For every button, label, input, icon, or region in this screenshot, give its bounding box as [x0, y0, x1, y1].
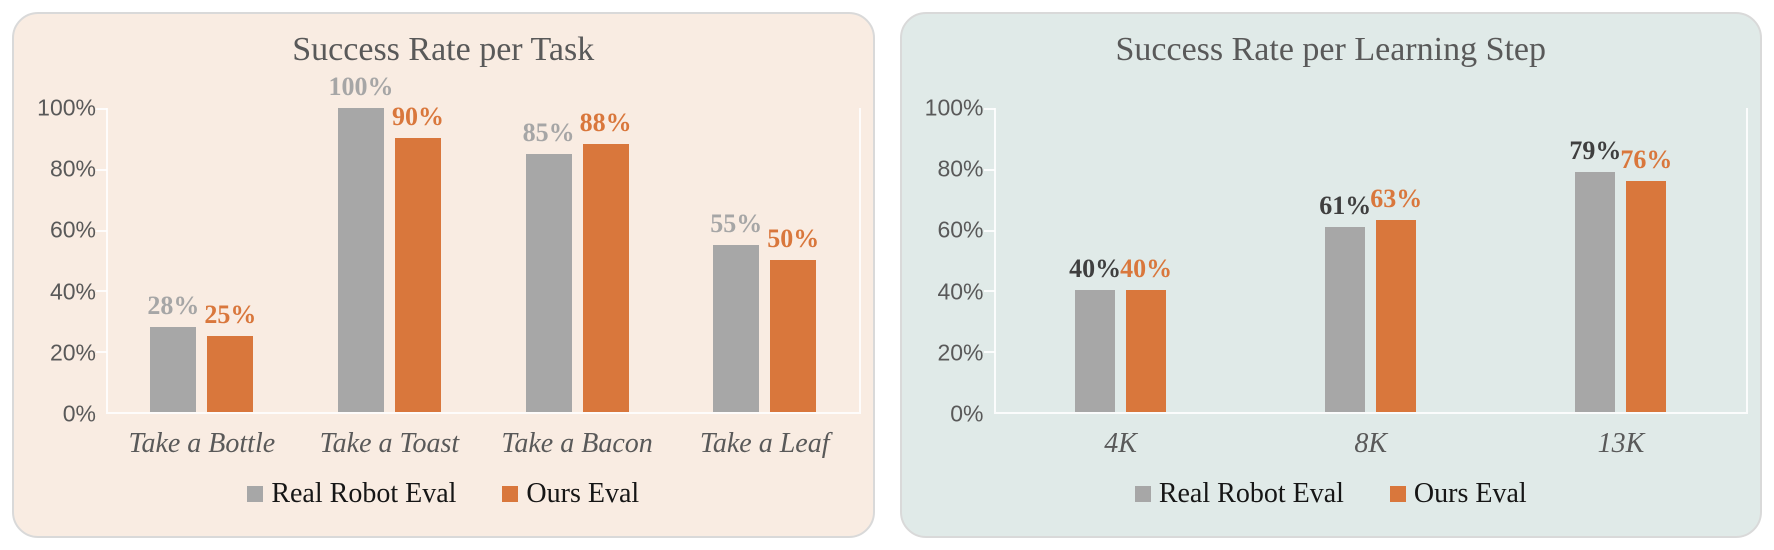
bar-data-label: 28%: [147, 290, 200, 320]
learning-step-plot-area: 40% 40% 61% 63% 79% 76%: [983, 108, 1748, 414]
y-tick-label: 40%: [937, 278, 984, 305]
bar-group: 28% 25%: [108, 108, 296, 412]
bar-ours-eval: 50%: [767, 224, 819, 412]
task-bar-groups: 28% 25% 100% 90% 85% 88% 55% 50%: [108, 72, 859, 412]
bar-real-robot-eval: 28%: [147, 291, 199, 412]
legend-label: Real Robot Eval: [271, 478, 457, 509]
learning-step-bar-groups: 40% 40% 61% 63% 79% 76%: [996, 108, 1747, 412]
bar-data-label: 50%: [767, 224, 820, 253]
y-tick-label: 80%: [937, 155, 984, 182]
bar-real-robot-eval: 85%: [523, 118, 575, 412]
y-axis-tick-mark: [983, 168, 995, 171]
legend-item-ours-eval: Ours Eval: [502, 478, 639, 510]
bar-data-label: 61%: [1319, 190, 1372, 220]
y-axis-tick-mark: [96, 168, 107, 171]
bar-data-label: 100%: [328, 72, 394, 101]
legend-label: Real Robot Eval: [1158, 478, 1344, 509]
bar-ours-eval: 25%: [204, 300, 256, 412]
bar-ours-eval: 90%: [392, 102, 444, 412]
y-tick-label: 60%: [937, 216, 984, 243]
x-category-label: Take a Toast: [319, 428, 460, 459]
y-tick-label: 0%: [62, 400, 96, 427]
bar-data-label: 79%: [1569, 135, 1622, 165]
y-tick-label: 20%: [49, 339, 96, 366]
y-axis-tick-mark: [96, 351, 107, 354]
y-axis-tick-mark: [983, 290, 995, 293]
bar-real-robot-eval: 40%: [1069, 254, 1121, 412]
y-tick-label: 80%: [49, 155, 96, 182]
bar-data-label: 25%: [204, 300, 257, 329]
x-category-label: 4K: [1104, 428, 1137, 459]
task-chart-panel: Success Rate per Task 100% 80% 60% 40% 20% 0%…: [12, 12, 875, 538]
task-plot-area: 28% 25% 100% 90% 85% 88% 55% 50%: [96, 72, 861, 414]
bar-ours-eval: 40%: [1120, 254, 1172, 412]
y-tick-label: 100%: [924, 94, 984, 121]
y-tick-label: 0%: [950, 400, 984, 427]
bar-data-label: 85%: [522, 117, 575, 147]
bar-data-label: 40%: [1069, 254, 1122, 284]
learning-step-legend: Real Robot Eval Ours Eval: [902, 478, 1761, 510]
y-axis-tick-mark: [96, 229, 107, 232]
bar-real-robot-eval: 55%: [710, 209, 762, 412]
task-chart-body: 100% 80% 60% 40% 20% 0% 28% 25% 100% 90% 85% 88% 55…: [14, 72, 873, 427]
bar-real-robot-eval: 61%: [1319, 191, 1371, 412]
bar-data-label: 90%: [391, 102, 444, 132]
y-tick-label: 20%: [937, 339, 984, 366]
learning-step-x-axis: 4K 8K 13K: [996, 428, 1747, 460]
legend-item-ours-eval: Ours Eval: [1389, 478, 1527, 510]
bar-group: 40% 40%: [996, 108, 1246, 412]
bar-ours-eval: 63%: [1370, 184, 1422, 412]
bar-data-label: 40%: [1120, 254, 1173, 284]
y-axis-tick-mark: [983, 351, 995, 354]
y-axis-tick-mark: [96, 108, 107, 110]
legend-swatch-icon: [502, 486, 519, 502]
legend-swatch-icon: [247, 486, 264, 502]
legend-label: Ours Eval: [1413, 478, 1527, 509]
bar-group: 79% 76%: [1496, 108, 1746, 412]
task-legend: Real Robot Eval Ours Eval: [14, 478, 873, 510]
bar-data-label: 63%: [1370, 184, 1423, 214]
task-y-axis: 100% 80% 60% 40% 20% 0%: [32, 95, 106, 427]
legend-swatch-icon: [1389, 486, 1406, 502]
bar-group: 61% 63%: [1246, 108, 1496, 412]
x-category-label: Take a Leaf: [699, 428, 830, 459]
bar-data-label: 76%: [1620, 144, 1673, 174]
bar-ours-eval: 76%: [1620, 145, 1672, 412]
y-axis-tick-mark: [983, 108, 995, 110]
learning-step-chart-title: Success Rate per Learning Step: [1115, 31, 1547, 68]
bar-real-robot-eval: 100%: [328, 72, 393, 412]
y-tick-label: 100%: [37, 94, 96, 121]
bar-real-robot-eval: 79%: [1569, 136, 1621, 412]
task-chart-title: Success Rate per Task: [292, 31, 595, 68]
bar-group: 100% 90%: [296, 72, 484, 412]
learning-step-chart-body: 100% 80% 60% 40% 20% 0% 40% 40% 61% 63% 79% 76%: [902, 95, 1761, 427]
legend-item-real-robot-eval: Real Robot Eval: [1134, 478, 1344, 510]
x-category-label: 8K: [1354, 428, 1388, 459]
x-category-label: Take a Bottle: [128, 428, 276, 459]
x-category-label: Take a Bacon: [501, 428, 653, 459]
bar-group: 55% 50%: [671, 108, 859, 412]
legend-label: Ours Eval: [526, 478, 640, 509]
y-axis-tick-mark: [983, 229, 995, 232]
y-axis-tick-mark: [96, 290, 107, 293]
bar-ours-eval: 88%: [580, 108, 632, 412]
x-category-label: 13K: [1597, 428, 1645, 459]
bar-data-label: 55%: [710, 208, 763, 238]
learning-step-chart-panel: Success Rate per Learning Step 100% 80% 60…: [899, 12, 1762, 538]
y-tick-label: 60%: [49, 216, 96, 243]
y-tick-label: 40%: [49, 278, 96, 305]
bar-data-label: 88%: [579, 108, 632, 138]
legend-swatch-icon: [1134, 486, 1151, 502]
legend-item-real-robot-eval: Real Robot Eval: [247, 478, 456, 510]
bar-group: 85% 88%: [483, 108, 671, 412]
task-x-axis: Take a Bottle Take a Toast Take a Bacon Tak…: [108, 428, 859, 460]
learning-step-y-axis: 100% 80% 60% 40% 20% 0%: [920, 95, 994, 427]
